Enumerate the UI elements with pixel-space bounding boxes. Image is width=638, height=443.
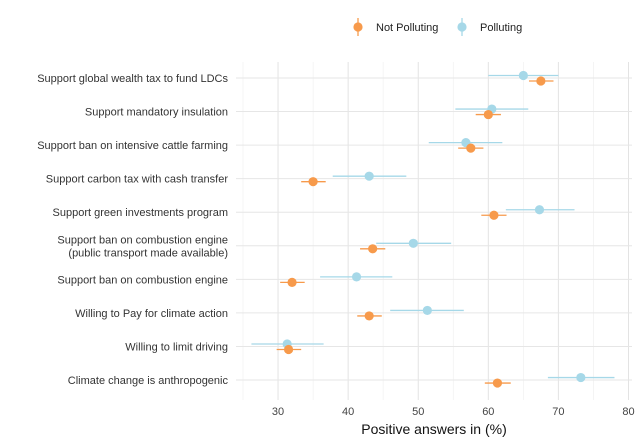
category-label: Support global wealth tax to fund LDCs <box>37 73 228 85</box>
category-labels: Support global wealth tax to fund LDCs Su… <box>37 73 228 387</box>
category-label: Willing to limit driving <box>125 341 228 353</box>
category-label: (public transport made available) <box>68 247 228 259</box>
polluting-point <box>408 238 418 248</box>
not-polluting-point <box>489 210 499 220</box>
polluting-point <box>534 205 545 215</box>
x-tick-label: 70 <box>552 406 564 418</box>
not-polluting-point <box>483 109 493 120</box>
not-polluting-point <box>466 143 476 153</box>
legend-key-polluting <box>457 22 467 32</box>
category-label: Climate change is anthropogenic <box>68 375 229 387</box>
polluting-point <box>422 305 432 316</box>
category-label: Support ban on combustion engine <box>57 274 228 286</box>
category-label: Support ban on intensive cattle farming <box>37 140 228 152</box>
x-tick-label: 40 <box>342 406 354 418</box>
category-label: Willing to Pay for climate action <box>75 308 228 320</box>
x-axis-ticks: 30 40 50 60 70 80 <box>272 406 635 418</box>
not-polluting-point <box>287 277 297 287</box>
not-polluting-point <box>492 378 503 388</box>
not-polluting-point <box>308 177 318 187</box>
category-label: Support mandatory insulation <box>85 107 228 119</box>
not-polluting-point <box>283 344 294 355</box>
legend-label-polluting: Polluting <box>480 22 522 34</box>
category-label: Support ban on combustion engine <box>57 234 228 246</box>
legend-label-not-polluting: Not Polluting <box>376 22 438 34</box>
not-polluting-point <box>368 244 378 254</box>
not-polluting-point <box>536 76 546 86</box>
legend: Not Polluting Polluting <box>353 18 522 36</box>
x-tick-label: 60 <box>482 406 494 418</box>
x-tick-label: 50 <box>412 406 424 418</box>
grid <box>236 62 632 400</box>
polluting-point <box>518 70 528 81</box>
polluting-point <box>576 372 586 383</box>
x-tick-label: 80 <box>622 406 634 418</box>
not-polluting-point <box>364 311 374 321</box>
category-label: Support carbon tax with cash transfer <box>46 174 229 186</box>
x-axis-title: Positive answers in (%) <box>361 421 507 437</box>
x-tick-label: 30 <box>272 406 284 418</box>
category-label: Support green investments program <box>53 207 228 219</box>
data-marks <box>251 70 615 388</box>
polluting-point <box>364 171 374 181</box>
legend-key-not-polluting <box>353 22 363 32</box>
polluting-point <box>351 272 362 282</box>
